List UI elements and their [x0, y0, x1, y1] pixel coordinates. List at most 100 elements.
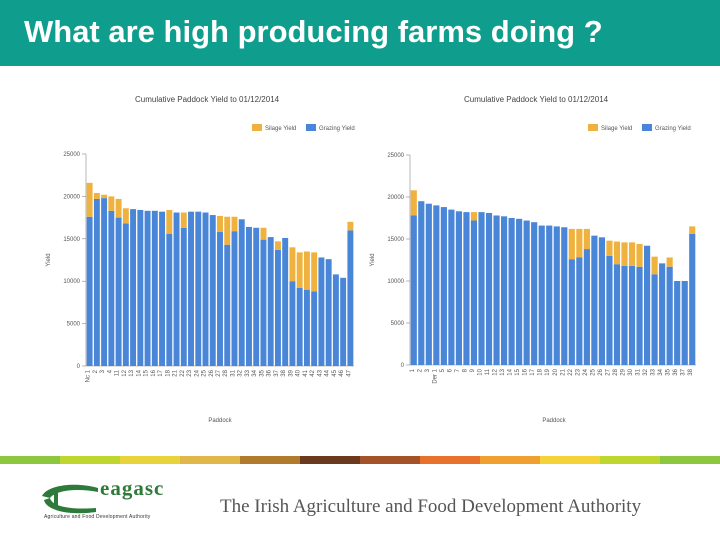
x-tick-label: 29	[621, 368, 627, 375]
silage-bar	[347, 221, 354, 231]
grazing-bar	[318, 257, 325, 366]
grazing-bar	[628, 265, 636, 365]
grazing-bar	[470, 220, 478, 365]
x-tick-label: 23	[187, 369, 193, 376]
grazing-bar	[493, 215, 500, 365]
y-tick-label: 20000	[63, 194, 80, 200]
legend-swatch-silage	[588, 124, 598, 131]
grazing-bar	[591, 235, 598, 365]
silage-bar	[86, 182, 93, 217]
x-tick-label: 28	[613, 368, 619, 375]
x-tick-label: 36	[267, 369, 273, 376]
x-tick-label: 7	[455, 368, 461, 372]
stripe-segment	[180, 456, 240, 464]
grazing-bar	[613, 264, 621, 365]
grazing-bar	[500, 216, 508, 365]
x-tick-label: 2	[93, 369, 99, 373]
x-tick-label: 28	[223, 369, 229, 376]
x-tick-label: 11	[485, 368, 491, 375]
grazing-bar	[448, 209, 455, 365]
x-tick-label: 36	[673, 368, 679, 375]
x-tick-label: 14	[136, 369, 142, 376]
x-tick-label: 3	[100, 369, 106, 373]
logo-subtext: Agriculture and Food Development Authori…	[44, 514, 151, 520]
x-tick-label: 38	[688, 368, 694, 375]
y-tick-label: 0	[401, 363, 405, 369]
silage-bar	[115, 198, 122, 218]
y-tick-label: 20000	[387, 195, 404, 201]
y-tick-label: 10000	[387, 279, 404, 285]
x-tick-label: 27	[605, 368, 611, 375]
grazing-bar	[195, 211, 202, 366]
x-tick-label: 16	[151, 369, 157, 376]
grazing-bar	[568, 259, 575, 365]
footer-stripe	[0, 456, 720, 464]
logo-wordmark: eagasc	[100, 476, 165, 500]
x-tick-label: 41	[303, 369, 309, 376]
x-tick-label: 9	[470, 368, 476, 372]
x-tick-label: 25	[590, 368, 596, 375]
grazing-bar	[523, 220, 530, 365]
silage-bar	[260, 227, 267, 240]
silage-bar	[122, 208, 129, 224]
x-tick-label: 35	[666, 368, 672, 375]
x-tick-label: 45	[332, 369, 338, 376]
x-tick-label: 42	[310, 369, 316, 376]
grazing-bar	[122, 223, 129, 366]
silage-bar	[689, 226, 696, 234]
grazing-bar	[463, 212, 470, 365]
footer-tagline: The Irish Agriculture and Food Developme…	[220, 496, 642, 517]
x-tick-label: 32	[238, 369, 244, 376]
grazing-bar	[209, 215, 216, 366]
y-tick-label: 15000	[387, 237, 404, 243]
grazing-bar	[151, 210, 158, 366]
x-tick-label: 14	[508, 368, 514, 375]
y-tick-label: 15000	[63, 237, 80, 243]
grazing-bar	[606, 255, 613, 365]
x-tick-label: 32	[643, 368, 649, 375]
y-tick-label: 5000	[391, 321, 405, 327]
x-tick-label: 39	[288, 369, 294, 376]
x-tick-label: 38	[281, 369, 287, 376]
x-tick-label: 30	[628, 368, 634, 375]
x-tick-label: 16	[523, 368, 529, 375]
grazing-bar	[296, 287, 303, 366]
grazing-bar	[553, 226, 560, 365]
x-tick-label: 13	[500, 368, 506, 375]
x-tick-label: 8	[462, 368, 468, 372]
grazing-bar	[303, 289, 310, 366]
grazing-bar	[516, 218, 523, 365]
silage-bar	[166, 209, 173, 234]
grazing-bar	[659, 263, 666, 365]
chart-right: Cumulative Paddock Yield to 01/12/2014 S…	[370, 95, 696, 424]
x-tick-label: 12	[493, 368, 499, 375]
y-tick-label: 25000	[63, 152, 80, 158]
x-tick-label: 33	[245, 369, 251, 376]
grazing-bar	[332, 274, 339, 366]
grazing-bar	[666, 266, 673, 365]
silage-bar	[410, 190, 417, 216]
x-tick-label: 33	[651, 368, 657, 375]
x-tick-label: 18	[538, 368, 544, 375]
silage-bar	[470, 212, 478, 221]
legend-swatch-grazing	[642, 124, 652, 131]
grazing-bar	[137, 209, 144, 366]
x-tick-label: Der 1	[432, 368, 438, 383]
grazing-bar	[440, 207, 447, 365]
grazing-bar	[260, 239, 267, 366]
x-tick-label: 19	[545, 368, 551, 375]
x-tick-label: 37	[274, 369, 280, 376]
x-tick-label: 13	[129, 369, 135, 376]
x-tick-label: 15	[515, 368, 521, 375]
stripe-segment	[600, 456, 660, 464]
x-tick-label: 12	[122, 369, 128, 376]
grazing-bar	[130, 209, 137, 366]
x-axis-label: Paddock	[542, 418, 566, 424]
x-tick-label: 47	[346, 369, 352, 376]
x-tick-label: 1	[410, 368, 416, 372]
stripe-segment	[0, 456, 60, 464]
y-tick-label: 25000	[387, 153, 404, 159]
stripe-segment	[120, 456, 180, 464]
grazing-bar	[425, 203, 432, 365]
